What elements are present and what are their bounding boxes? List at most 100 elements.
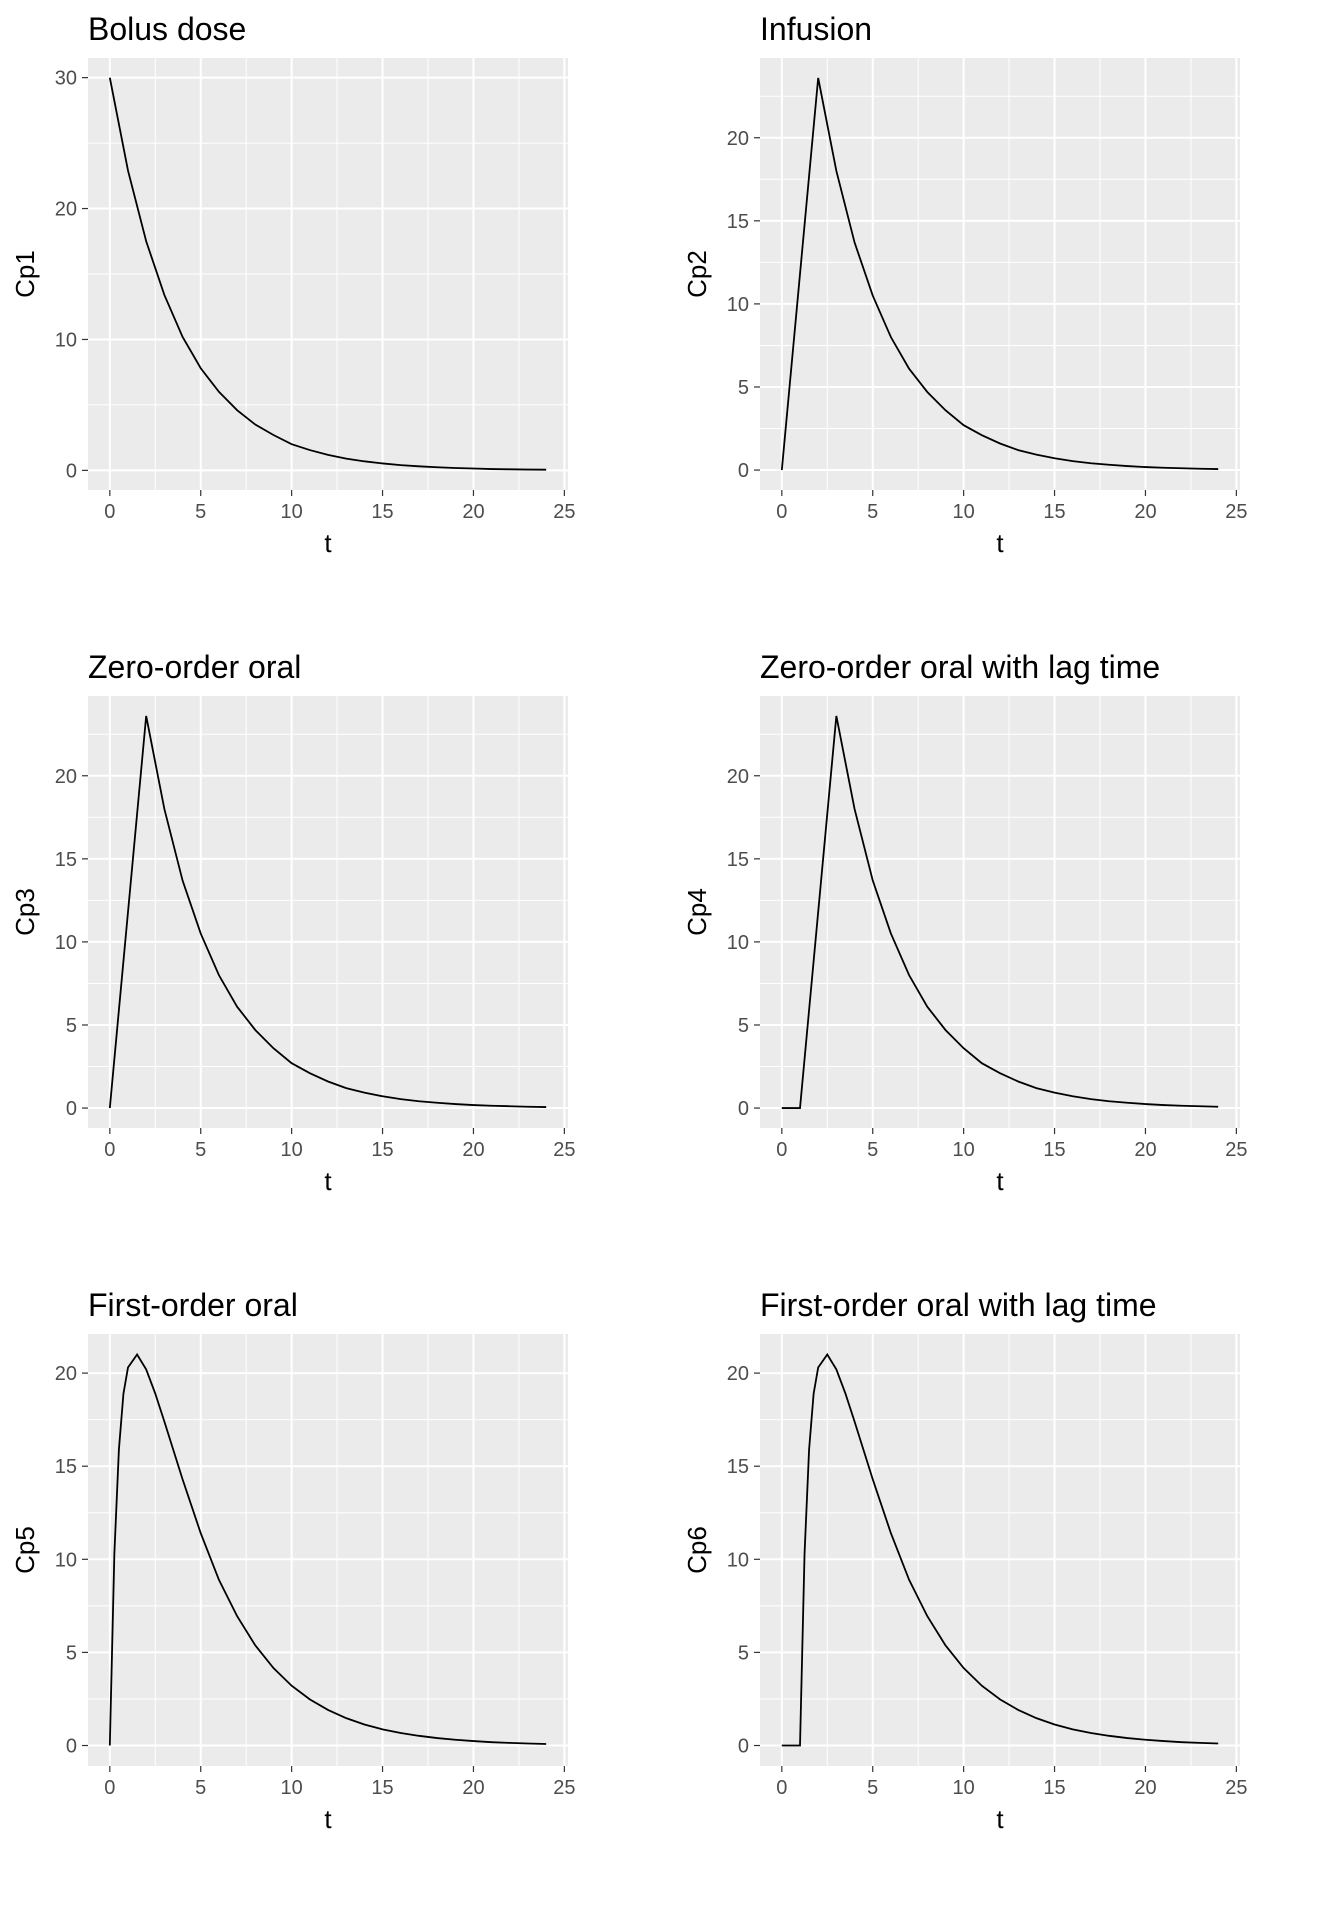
y-tick-label: 10 (727, 932, 749, 954)
y-tick-label: 10 (727, 294, 749, 316)
y-tick-label: 20 (55, 1363, 77, 1385)
x-tick-label: 20 (462, 1777, 484, 1799)
x-tick-label: 5 (867, 1777, 878, 1799)
y-tick-label: 20 (727, 1363, 749, 1385)
x-tick-label: 20 (1134, 1777, 1156, 1799)
x-tick-label: 25 (553, 1777, 575, 1799)
y-tick-label: 0 (738, 1098, 749, 1120)
chart-title: Zero-order oral with lag time (760, 649, 1160, 685)
x-tick-label: 0 (104, 501, 115, 523)
x-tick-label: 25 (553, 1139, 575, 1161)
y-tick-label: 0 (738, 460, 749, 482)
chart-title: Zero-order oral (88, 649, 301, 685)
chart-title: First-order oral (88, 1287, 298, 1323)
x-tick-label: 5 (867, 501, 878, 523)
x-tick-label: 5 (195, 501, 206, 523)
panel-background (760, 1334, 1240, 1766)
y-axis-title: Cp6 (682, 1526, 712, 1574)
x-tick-label: 5 (195, 1777, 206, 1799)
y-tick-label: 5 (738, 1015, 749, 1037)
series-line (108, 77, 547, 471)
y-axis-title: Cp2 (682, 250, 712, 298)
x-tick-label: 25 (553, 501, 575, 523)
x-tick-label: 15 (1043, 1777, 1065, 1799)
x-tick-label: 5 (195, 1139, 206, 1161)
y-tick-label: 5 (738, 1642, 749, 1664)
panel-background (88, 1334, 568, 1766)
y-tick-label: 15 (55, 1456, 77, 1478)
x-tick-label: 5 (867, 1139, 878, 1161)
y-tick-label: 20 (727, 766, 749, 788)
y-axis-title: Cp1 (10, 250, 40, 298)
x-tick-label: 10 (953, 501, 975, 523)
y-axis-title: Cp3 (10, 888, 40, 936)
y-tick-label: 0 (738, 1736, 749, 1758)
chart-panel-1: 0 5 10 15 20 25 0 10 20 30 Bolus dose t Cp1 (10, 11, 575, 558)
x-axis-title: t (324, 1166, 332, 1196)
series-line (108, 1352, 547, 1746)
y-tick-label: 30 (55, 68, 77, 90)
y-axis-title: Cp4 (682, 888, 712, 936)
x-tick-label: 20 (1134, 1139, 1156, 1161)
y-tick-label: 15 (727, 1456, 749, 1478)
y-tick-label: 20 (727, 128, 749, 150)
y-tick-label: 5 (738, 377, 749, 399)
x-axis-title: t (996, 528, 1004, 558)
chart-panel-4: 0 5 10 15 20 25 0 5 10 15 20 Zero-order oral with l… (682, 649, 1247, 1196)
x-tick-label: 20 (462, 1139, 484, 1161)
y-axis-title: Cp5 (10, 1526, 40, 1574)
panel-background (760, 696, 1240, 1128)
chart-panel-6: 0 5 10 15 20 25 0 5 10 15 20 First-order oral with … (682, 1287, 1247, 1834)
x-tick-label: 25 (1225, 1139, 1247, 1161)
x-tick-label: 25 (1225, 501, 1247, 523)
series-line (781, 1352, 1219, 1747)
x-tick-label: 0 (104, 1777, 115, 1799)
y-tick-label: 15 (727, 849, 749, 871)
x-tick-label: 0 (776, 501, 787, 523)
y-tick-label: 10 (55, 932, 77, 954)
chart-panel-5: 0 5 10 15 20 25 0 5 10 15 20 First-order oral t Cp5 (10, 1287, 575, 1834)
y-tick-label: 0 (66, 1098, 77, 1120)
x-tick-label: 15 (1043, 501, 1065, 523)
y-tick-label: 5 (66, 1642, 77, 1664)
chart-title: Infusion (760, 11, 872, 47)
x-tick-label: 10 (953, 1777, 975, 1799)
x-tick-label: 0 (104, 1139, 115, 1161)
chart-panel-2: 0 5 10 15 20 25 0 5 10 15 20 Infusion t Cp2 (682, 11, 1247, 558)
x-axis-title: t (996, 1166, 1004, 1196)
x-tick-label: 10 (281, 1777, 303, 1799)
y-tick-label: 15 (727, 211, 749, 233)
x-axis-title: t (324, 1804, 332, 1834)
x-tick-label: 15 (371, 1139, 393, 1161)
x-tick-label: 10 (953, 1139, 975, 1161)
y-tick-label: 20 (55, 199, 77, 221)
panel-background (760, 58, 1240, 490)
chart-title: Bolus dose (88, 11, 246, 47)
x-axis-title: t (996, 1804, 1004, 1834)
x-tick-label: 0 (776, 1777, 787, 1799)
x-tick-label: 20 (1134, 501, 1156, 523)
y-tick-label: 10 (55, 1549, 77, 1571)
x-tick-label: 10 (281, 501, 303, 523)
y-tick-label: 15 (55, 849, 77, 871)
series-line (780, 77, 1219, 471)
panel-background (88, 696, 568, 1128)
y-tick-label: 10 (55, 329, 77, 351)
x-axis-title: t (324, 528, 332, 558)
y-tick-label: 0 (66, 1736, 77, 1758)
x-tick-label: 0 (776, 1139, 787, 1161)
x-tick-label: 15 (371, 1777, 393, 1799)
x-tick-label: 15 (371, 501, 393, 523)
series-line (108, 715, 547, 1109)
y-tick-label: 20 (55, 766, 77, 788)
chart-title: First-order oral with lag time (760, 1287, 1157, 1323)
x-tick-label: 15 (1043, 1139, 1065, 1161)
x-tick-label: 25 (1225, 1777, 1247, 1799)
x-tick-label: 20 (462, 501, 484, 523)
y-tick-label: 5 (66, 1015, 77, 1037)
y-tick-label: 0 (66, 460, 77, 482)
chart-panel-3: 0 5 10 15 20 25 0 5 10 15 20 Zero-order oral t Cp3 (10, 649, 575, 1196)
series-line (781, 715, 1219, 1109)
y-tick-label: 10 (727, 1549, 749, 1571)
